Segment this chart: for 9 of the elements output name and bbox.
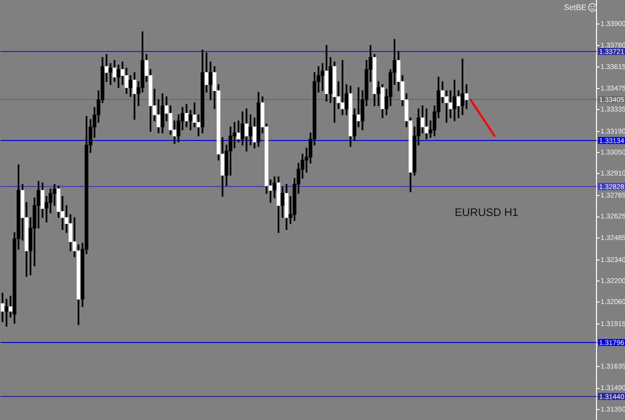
- annotation: SetBE: [564, 3, 586, 12]
- candlestick: [460, 58, 464, 116]
- candlestick: [108, 63, 112, 85]
- candlestick: [448, 90, 452, 118]
- candlestick: [424, 108, 428, 140]
- annotation: EURUSD H1: [454, 207, 518, 220]
- candlestick: [320, 63, 324, 91]
- candlestick: [4, 298, 8, 327]
- candlestick: [340, 60, 344, 116]
